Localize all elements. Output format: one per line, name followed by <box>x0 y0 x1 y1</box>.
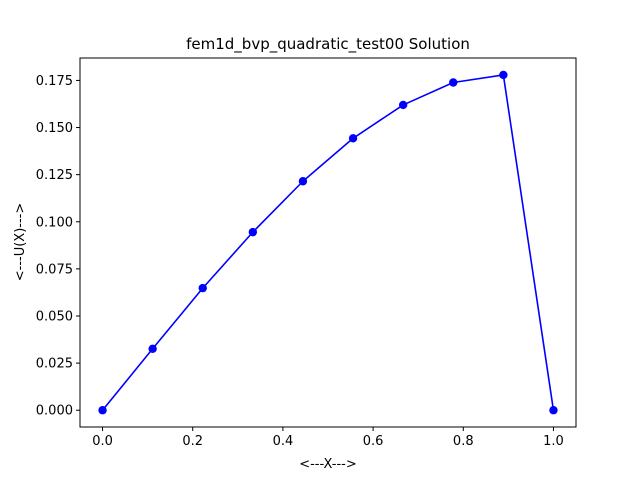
data-point <box>398 100 408 110</box>
y-tick-label: 0.125 <box>36 168 73 183</box>
y-axis-label: <---U(X)---> <box>13 203 28 282</box>
data-point <box>549 406 558 415</box>
x-tick-label: 0.8 <box>453 434 474 449</box>
data-point <box>248 227 258 237</box>
data-point <box>499 70 508 80</box>
data-point <box>98 406 107 415</box>
series-line <box>101 74 555 411</box>
data-point <box>198 283 207 293</box>
y-tick-label: 0.000 <box>36 404 73 419</box>
data-point <box>148 344 157 353</box>
plot-area-frame <box>79 57 577 428</box>
chart-title: fem1d_bvp_quadratic_test00 Solution <box>186 35 470 54</box>
x-tick-label: 0.0 <box>92 434 113 449</box>
y-tick-label: 0.175 <box>36 74 73 89</box>
y-tick-label: 0.150 <box>36 121 73 136</box>
x-axis-label: <---X---> <box>299 457 357 472</box>
y-tick-label: 0.025 <box>36 357 73 372</box>
x-axis-ticks: 0.0 0.2 0.4 0.6 0.8 1.0 <box>92 427 564 449</box>
y-axis-ticks: 0.000 0.025 0.050 0.075 0.100 0.125 0.150 0.175 <box>36 74 80 419</box>
x-tick-label: 0.4 <box>273 434 294 449</box>
x-tick-label: 0.2 <box>182 434 203 449</box>
data-point <box>449 78 458 87</box>
y-tick-label: 0.050 <box>36 309 73 324</box>
y-tick-label: 0.075 <box>36 262 73 277</box>
x-tick-label: 1.0 <box>543 434 564 449</box>
y-tick-label: 0.100 <box>36 215 73 230</box>
series-layer <box>98 70 558 415</box>
data-point <box>348 134 358 143</box>
data-point <box>298 177 308 186</box>
x-tick-label: 0.6 <box>363 434 384 449</box>
